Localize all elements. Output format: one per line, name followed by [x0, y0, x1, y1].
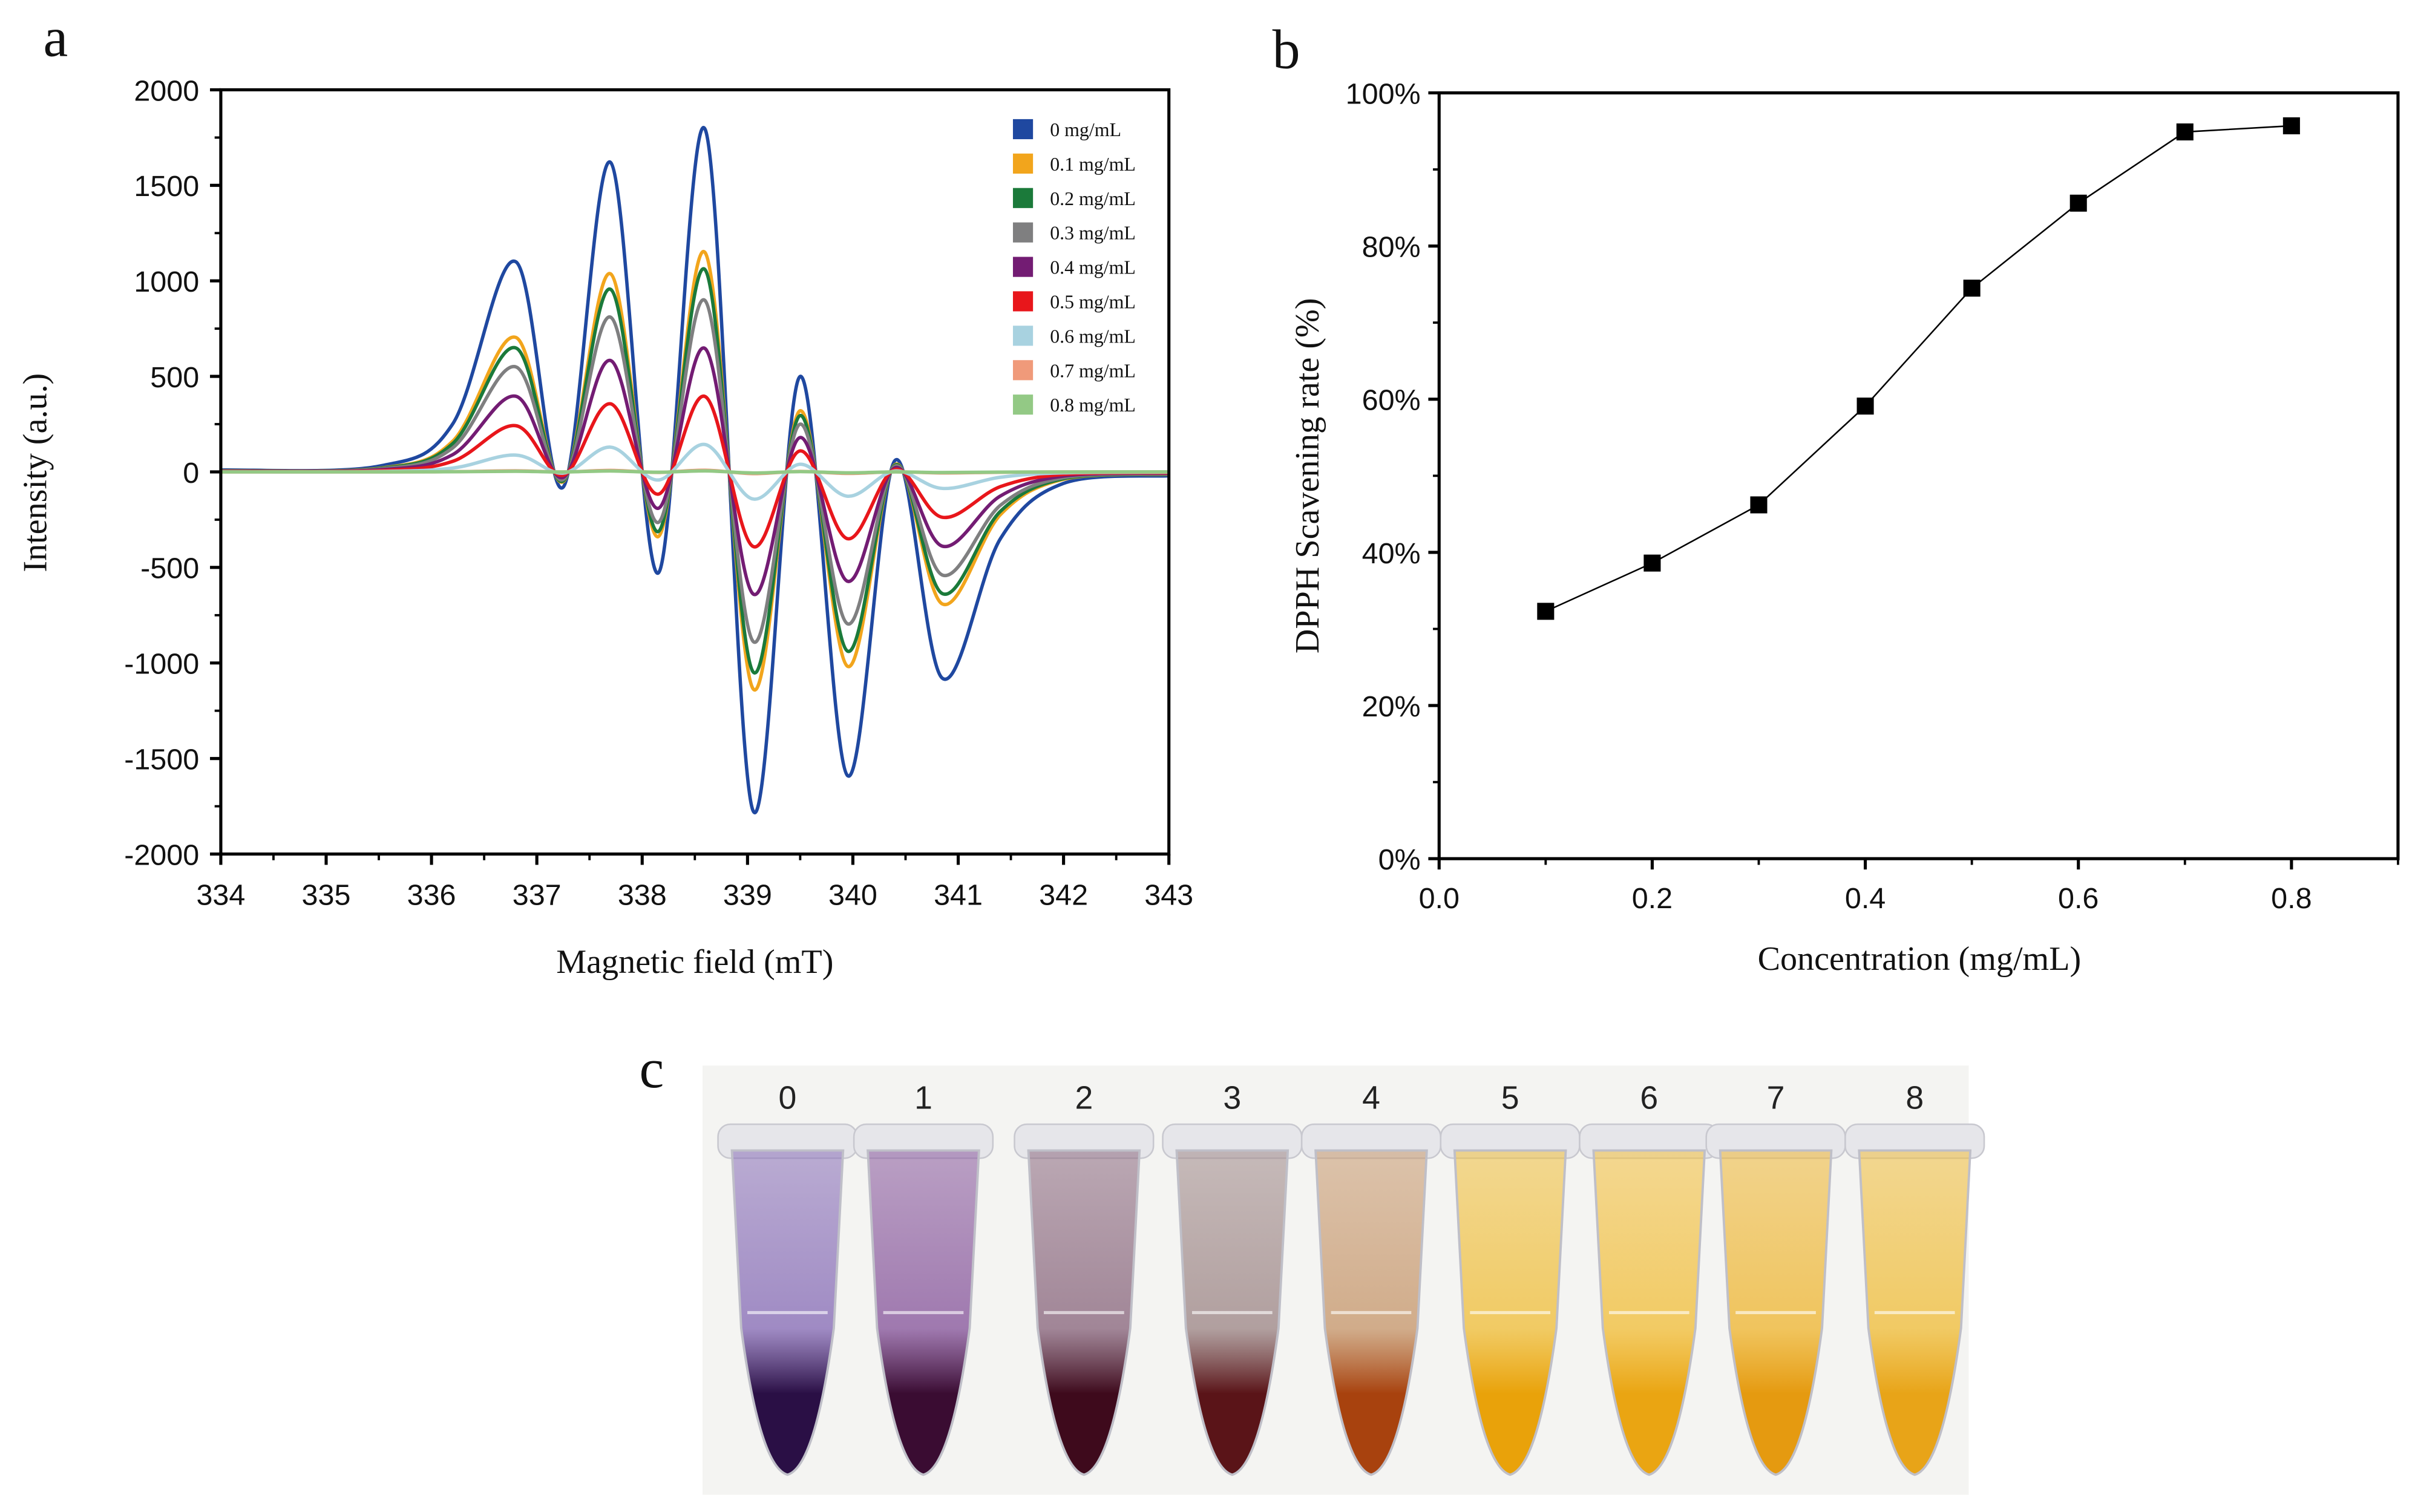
legend-swatch: [1012, 153, 1034, 174]
legend: 0 mg/mL 0.1 mg/mL 0.2 mg/mL 0.3 mg/mL 0.4 mg…: [1012, 119, 1136, 416]
tube-3: [1162, 1123, 1303, 1476]
data-point: [2282, 117, 2300, 134]
tube-label: 8: [1905, 1080, 1924, 1116]
y-tick-label-a: 0: [183, 457, 199, 489]
x-tick-label-b: 0.2: [1632, 882, 1673, 915]
tube-1: [853, 1123, 994, 1476]
legend-label: 0.1 mg/mL: [1050, 154, 1136, 175]
x-tick-label-a: 335: [302, 879, 351, 912]
legend-swatch: [1012, 119, 1034, 140]
legend-label: 0.6 mg/mL: [1050, 326, 1136, 347]
y-tick-label-a: -1000: [124, 648, 199, 681]
data-point: [1856, 398, 1874, 415]
tube-0: [717, 1123, 858, 1476]
x-tick-label-b: 0.6: [2058, 882, 2099, 915]
legend-swatch: [1012, 291, 1034, 312]
tube-8: [1844, 1123, 1985, 1476]
y-tick-label-b: 20%: [1362, 690, 1421, 723]
dpph-scavenging-chart: 0.0 0.2 0.4 0.6 0.8 0% 20% 40% 60% 80% 100% Concen…: [1289, 77, 2400, 978]
y-axis-label-b: DPPH Scavening rate (%): [1289, 298, 1326, 654]
legend-label: 0.7 mg/mL: [1050, 360, 1136, 381]
y-tick-label-b: 100%: [1346, 77, 1421, 110]
x-tick-label-b: 0.8: [2271, 882, 2312, 915]
tube-label: 1: [914, 1080, 932, 1116]
panel-label-b: b: [1273, 19, 1300, 80]
legend-label: 0 mg/mL: [1050, 119, 1121, 140]
tube-label: 3: [1223, 1080, 1241, 1116]
y-tick-label-a: -1500: [124, 744, 199, 776]
legend-label: 0.4 mg/mL: [1050, 257, 1136, 278]
x-tick-label-a: 339: [723, 879, 772, 912]
y-tick-label-b: 60%: [1362, 384, 1421, 417]
series-line-6: [220, 442, 1169, 501]
y-tick-label-b: 40%: [1362, 537, 1421, 570]
x-tick-label-a: 340: [828, 879, 877, 912]
tube-7: [1705, 1123, 1846, 1476]
y-tick-label-a: -500: [140, 552, 199, 585]
epr-spectrum-chart: 334 335 336 337 338 339 340 341 342 343 2000 1500 10…: [17, 74, 1194, 981]
tube-6: [1579, 1123, 1720, 1476]
y-tick-label-a: 2000: [134, 74, 199, 107]
data-point: [1963, 280, 1981, 297]
y-tick-label-a: 1000: [134, 266, 199, 298]
series-line-4: [220, 346, 1169, 597]
panel-label-c: c: [639, 1038, 664, 1099]
y-tick-label-a: 1500: [134, 170, 199, 203]
data-point: [2069, 194, 2087, 212]
series-line-0: [220, 126, 1169, 814]
data-point: [1643, 554, 1661, 572]
series-line-3: [220, 298, 1169, 644]
x-tick-label-b: 0.0: [1419, 882, 1460, 915]
x-tick-label-b: 0.4: [1845, 882, 1886, 915]
x-axis-label-b: Concentration (mg/mL): [1758, 940, 2082, 978]
tube-label: 7: [1767, 1080, 1785, 1116]
legend-swatch: [1012, 188, 1034, 208]
tube-photo: 0 1 2 3 4 5 6 7 8: [703, 1065, 1985, 1495]
data-point: [1750, 496, 1768, 514]
x-tick-label-a: 338: [618, 879, 667, 912]
tube-label: 2: [1075, 1080, 1093, 1116]
legend-swatch: [1012, 257, 1034, 277]
x-tick-label-a: 334: [196, 879, 245, 912]
legend-label: 0.8 mg/mL: [1050, 394, 1136, 416]
series-line-b: [1545, 125, 2292, 612]
y-tick-label-a: -2000: [124, 839, 199, 871]
tube-label: 0: [779, 1080, 797, 1116]
legend-swatch: [1012, 360, 1034, 381]
legend-swatch: [1012, 326, 1034, 346]
x-tick-label-a: 342: [1039, 879, 1088, 912]
tube-label: 4: [1362, 1080, 1380, 1116]
legend-swatch: [1012, 222, 1034, 243]
series-line-8: [220, 469, 1169, 475]
tube-2: [1014, 1123, 1155, 1476]
y-tick-label-b: 80%: [1362, 231, 1421, 264]
tube-label: 6: [1640, 1080, 1658, 1116]
y-tick-label-a: 500: [150, 361, 199, 394]
x-axis-label-a: Magnetic field (mT): [556, 943, 833, 981]
legend-swatch: [1012, 394, 1034, 415]
x-tick-label-a: 337: [513, 879, 562, 912]
data-point: [2176, 123, 2194, 141]
series-line-5: [220, 394, 1169, 549]
tube-5: [1440, 1123, 1581, 1476]
x-tick-label-a: 343: [1144, 879, 1193, 912]
y-axis-label-a: Intensity (a.u.): [17, 373, 54, 572]
tube-4: [1300, 1123, 1442, 1476]
x-tick-label-a: 341: [934, 879, 983, 912]
y-tick-label-b: 0%: [1378, 843, 1421, 876]
x-tick-label-a: 336: [407, 879, 456, 912]
legend-label: 0.5 mg/mL: [1050, 291, 1136, 312]
panel-label-a: a: [43, 6, 68, 68]
data-point: [1537, 603, 1555, 620]
plot-frame-b: [1437, 91, 2400, 860]
tube-label: 5: [1501, 1080, 1519, 1116]
legend-label: 0.3 mg/mL: [1050, 223, 1136, 244]
legend-label: 0.2 mg/mL: [1050, 188, 1136, 209]
